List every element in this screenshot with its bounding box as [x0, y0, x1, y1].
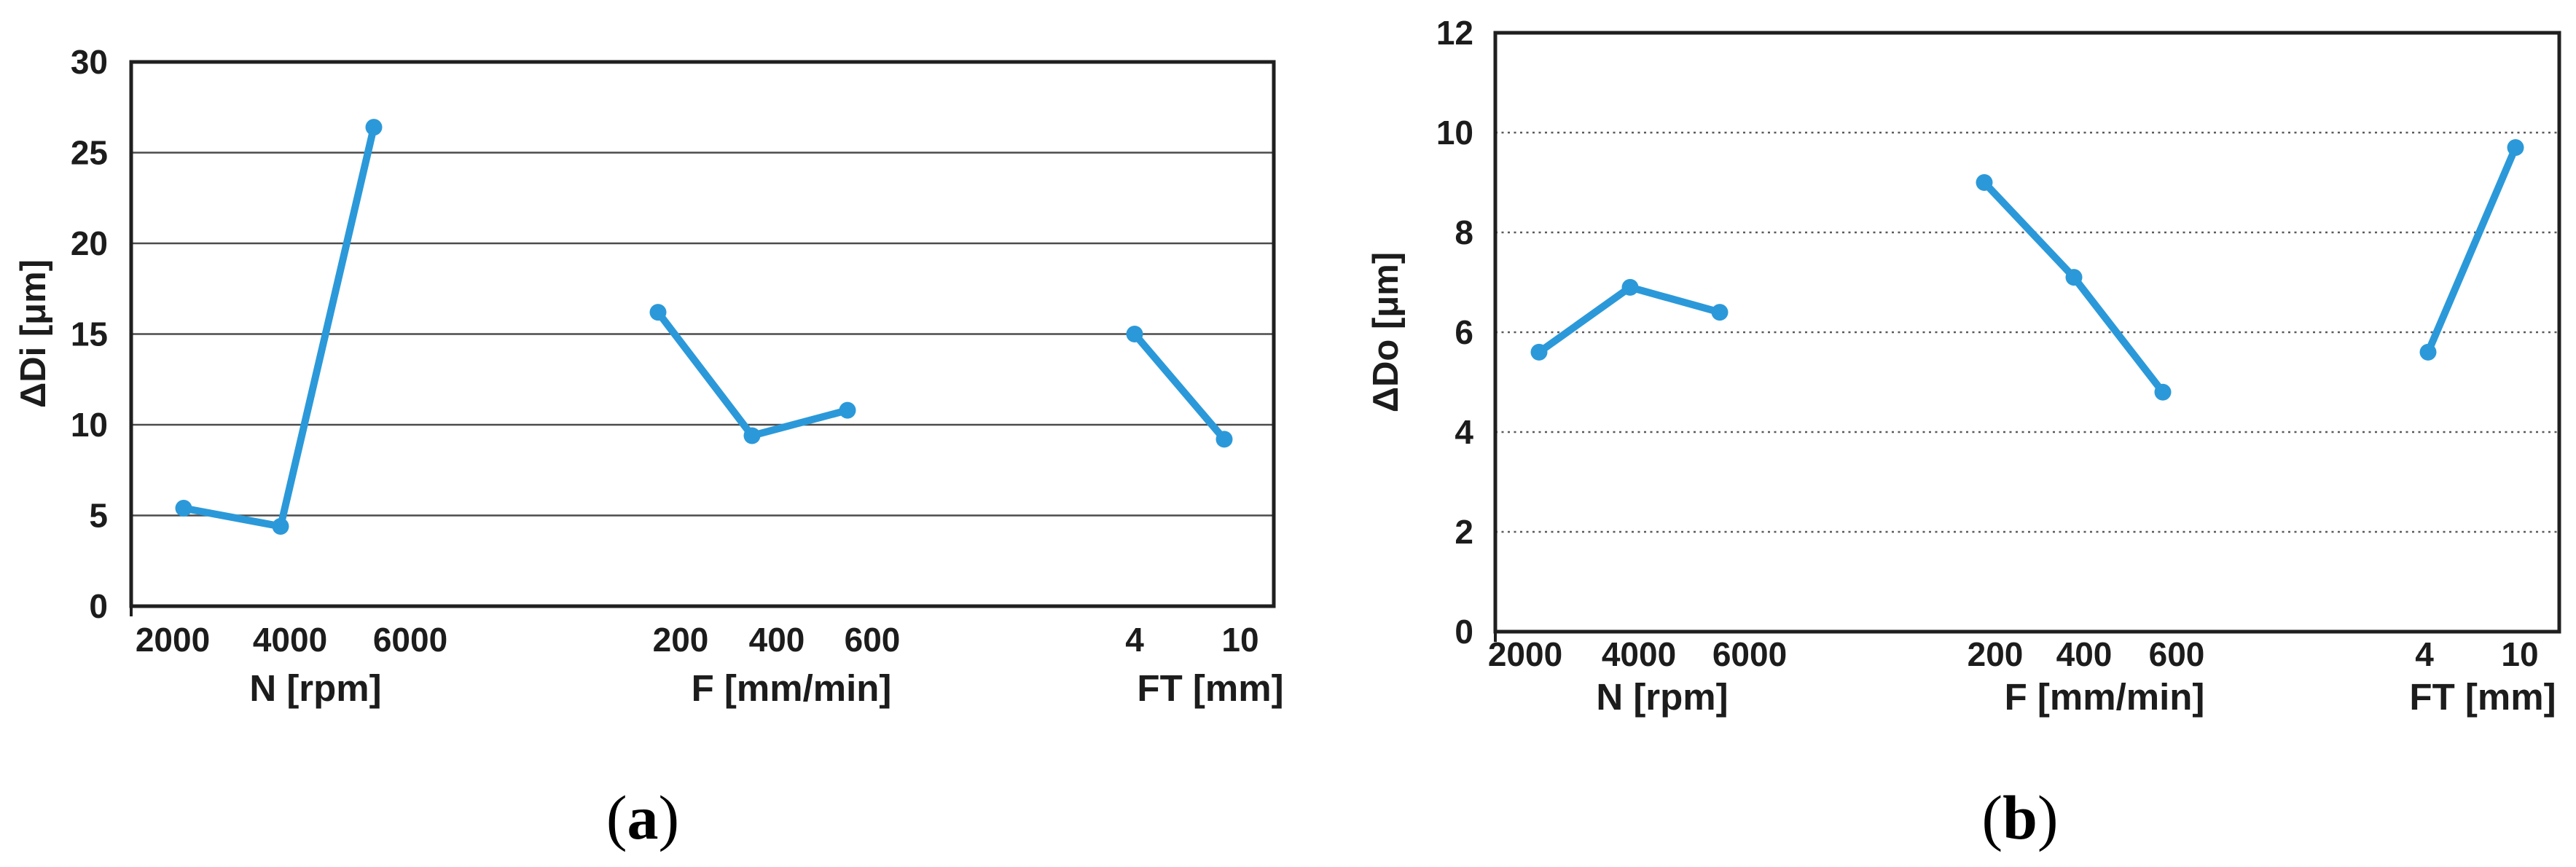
caption-a-close-paren: ) [658, 782, 680, 852]
x-tick-label: 400 [2056, 635, 2113, 673]
y-tick-label: 4 [1455, 413, 1473, 451]
y-tick-label: 10 [1436, 114, 1473, 152]
y-tick-label: 30 [71, 43, 108, 81]
y-tick-label: 15 [71, 315, 108, 353]
data-point-marker [1530, 343, 1548, 361]
y-tick-label: 8 [1455, 213, 1473, 251]
data-point-marker [649, 304, 667, 321]
series-line [1535, 283, 1723, 356]
x-tick-label: 200 [653, 621, 709, 659]
data-point-marker [743, 427, 761, 444]
x-axis-label: N [rpm] [249, 667, 381, 709]
y-tick-label: 6 [1455, 313, 1473, 351]
caption-a: (a) [606, 781, 679, 854]
data-point-marker [1711, 304, 1729, 321]
x-tick-label: 4000 [253, 621, 327, 659]
series-line [1131, 330, 1228, 443]
data-point-marker [2154, 383, 2172, 401]
x-tick-label: 4000 [1602, 635, 1676, 673]
y-tick-label: 25 [71, 134, 108, 172]
y-axis-label: ΔDi [μm] [14, 259, 53, 408]
y-tick-label: 0 [89, 587, 108, 625]
y-tick-label: 5 [89, 497, 108, 535]
caption-b-open-paren: ( [1981, 782, 2003, 852]
data-point-marker [2065, 269, 2083, 286]
plot-frame-a [129, 60, 1276, 608]
x-axis-label: F [mm/min] [2005, 676, 2205, 718]
series-line [2424, 144, 2519, 356]
x-tick-label: 200 [1968, 635, 2024, 673]
y-tick-label: 0 [1455, 613, 1473, 651]
data-point-marker [175, 500, 192, 517]
x-tick-label: 6000 [1712, 635, 1787, 673]
data-point-marker [1215, 431, 1233, 448]
data-point-marker [839, 401, 856, 419]
x-tick-label: 6000 [373, 621, 447, 659]
data-point-marker [1126, 326, 1143, 342]
y-tick-label: 2 [1455, 513, 1473, 551]
y-tick-label: 10 [71, 406, 108, 444]
series-line [1981, 178, 2166, 396]
x-axis-label: N [rpm] [1596, 676, 1728, 718]
x-axis-label: FT [mm] [1137, 667, 1283, 709]
data-point-marker [1976, 174, 1993, 191]
x-tick-label: 600 [845, 621, 901, 659]
caption-a-letter: a [627, 782, 659, 852]
x-tick-label: 4 [2415, 635, 2434, 673]
series-line [180, 123, 377, 530]
caption-b-letter: b [2003, 782, 2037, 852]
data-point-marker [2507, 139, 2524, 157]
caption-a-open-paren: ( [606, 782, 627, 852]
caption-b: (b) [1981, 781, 2058, 854]
data-point-marker [272, 517, 289, 535]
x-tick-label: 2000 [136, 621, 210, 659]
y-tick-label: 12 [1436, 14, 1473, 52]
data-point-marker [1621, 278, 1639, 296]
x-axis-label: F [mm/min] [692, 667, 892, 709]
x-axis-label: FT [mm] [2409, 676, 2556, 718]
caption-b-close-paren: ) [2037, 782, 2059, 852]
chart-a: 0 5 10 15 20 25 30 ΔDi [μm] 2000 4000 6000 N [rpm] 2… [14, 43, 1284, 709]
series-line [654, 308, 851, 439]
x-tick-label: 2000 [1488, 635, 1562, 673]
x-tick-label: 600 [2149, 635, 2205, 673]
x-tick-label: 4 [1125, 621, 1144, 659]
plot-frame-b [1493, 31, 2561, 634]
data-point-marker [365, 119, 383, 136]
x-tick-label: 10 [1221, 621, 1258, 659]
y-axis-label: ΔDo [μm] [1366, 252, 1406, 412]
x-tick-label: 400 [749, 621, 805, 659]
x-tick-label: 10 [2501, 635, 2538, 673]
y-tick-label: 20 [71, 224, 108, 262]
data-point-marker [2419, 343, 2437, 361]
